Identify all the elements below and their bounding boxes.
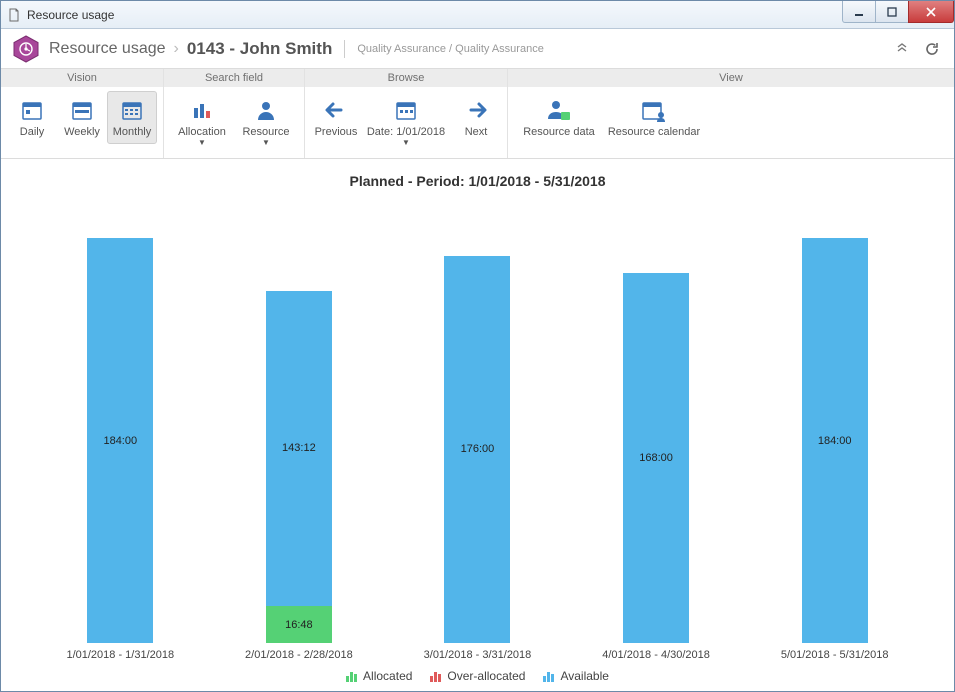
legend-over-allocated-icon xyxy=(430,670,442,682)
legend-allocated: Allocated xyxy=(346,669,412,683)
group-view: View Resource data Resource calendar xyxy=(508,69,954,158)
calendar-icon xyxy=(364,96,448,124)
breadcrumb-divider xyxy=(344,40,345,58)
bar-segment-avail: 184:00 xyxy=(802,238,868,643)
titlebar: Resource usage xyxy=(1,1,954,29)
calendar-week-icon xyxy=(60,96,104,124)
group-title-vision: Vision xyxy=(1,69,163,87)
legend-available-icon xyxy=(543,670,555,682)
document-icon xyxy=(7,8,21,22)
person-data-icon xyxy=(517,96,601,124)
group-search-field: Search field Allocation ▼ Resource ▼ xyxy=(164,69,305,158)
x-axis-labels: 1/01/2018 - 1/31/2018 2/01/2018 - 2/28/20… xyxy=(21,643,934,661)
previous-button[interactable]: Previous xyxy=(311,91,361,152)
calendar-day-icon xyxy=(10,96,54,124)
next-button[interactable]: Next xyxy=(451,91,501,152)
bar-stack[interactable]: 184:00 xyxy=(802,238,868,643)
collapse-icon[interactable] xyxy=(890,37,914,61)
bar-segment-avail: 143:12 xyxy=(266,291,332,606)
breadcrumb-current: 0143 - John Smith xyxy=(187,39,332,59)
calendar-month-icon xyxy=(110,96,154,124)
daily-button[interactable]: Daily xyxy=(7,91,57,144)
window-title: Resource usage xyxy=(27,8,842,22)
legend-over-allocated: Over-allocated xyxy=(430,669,525,683)
bar-column: 184:00 xyxy=(40,238,201,643)
arrow-right-icon xyxy=(454,96,498,124)
window-buttons xyxy=(842,1,954,28)
monthly-button[interactable]: Monthly xyxy=(107,91,157,144)
bar-stack[interactable]: 184:00 xyxy=(87,238,153,643)
bar-segment-avail: 176:00 xyxy=(444,256,510,643)
bar-column: 168:00 xyxy=(576,273,737,643)
department-path: Quality Assurance / Quality Assurance xyxy=(357,43,543,55)
bar-chart-icon xyxy=(173,96,231,124)
chevron-down-icon: ▼ xyxy=(237,139,295,147)
bar-segment-avail: 168:00 xyxy=(623,273,689,643)
chevron-down-icon: ▼ xyxy=(364,139,448,147)
chevron-down-icon: ▼ xyxy=(173,139,231,147)
allocation-button[interactable]: Allocation ▼ xyxy=(170,91,234,152)
legend-available: Available xyxy=(543,669,608,683)
bar-stack[interactable]: 176:00 xyxy=(444,256,510,643)
group-title-browse: Browse xyxy=(305,69,507,87)
bar-column: 184:00 xyxy=(754,238,915,643)
x-axis-label: 5/01/2018 - 5/31/2018 xyxy=(754,649,915,661)
refresh-icon[interactable] xyxy=(920,37,944,61)
bar-column: 16:48143:12 xyxy=(219,291,380,643)
group-vision: Vision Daily Weekly Monthly xyxy=(1,69,164,158)
x-axis-label: 2/01/2018 - 2/28/2018 xyxy=(219,649,380,661)
maximize-button[interactable] xyxy=(875,1,909,23)
bar-segment-avail: 184:00 xyxy=(87,238,153,643)
bar-stack[interactable]: 168:00 xyxy=(623,273,689,643)
weekly-button[interactable]: Weekly xyxy=(57,91,107,144)
resource-button[interactable]: Resource ▼ xyxy=(234,91,298,152)
x-axis-label: 1/01/2018 - 1/31/2018 xyxy=(40,649,201,661)
chart-title: Planned - Period: 1/01/2018 - 5/31/2018 xyxy=(21,173,934,189)
breadcrumb-root[interactable]: Resource usage xyxy=(49,40,166,58)
chart-plot: 184:00 16:48143:12 176:00 168:00 184:00 xyxy=(21,199,934,643)
close-button[interactable] xyxy=(908,1,954,23)
ribbon: Vision Daily Weekly Monthly Search field xyxy=(1,69,954,159)
x-axis-label: 4/01/2018 - 4/30/2018 xyxy=(576,649,737,661)
resource-data-button[interactable]: Resource data xyxy=(514,91,604,144)
bar-column: 176:00 xyxy=(397,256,558,643)
resource-calendar-button[interactable]: Resource calendar xyxy=(604,91,704,144)
person-icon xyxy=(237,96,295,124)
legend-allocated-icon xyxy=(346,670,358,682)
x-axis-label: 3/01/2018 - 3/31/2018 xyxy=(397,649,558,661)
date-picker-button[interactable]: Date: 1/01/2018 ▼ xyxy=(361,91,451,152)
chart-legend: Allocated Over-allocated Available xyxy=(21,661,934,683)
app-window: Resource usage Resource usage › 0143 - J… xyxy=(0,0,955,692)
breadcrumb-separator: › xyxy=(174,40,179,58)
arrow-left-icon xyxy=(314,96,358,124)
bar-segment-alloc: 16:48 xyxy=(266,606,332,643)
bar-stack[interactable]: 16:48143:12 xyxy=(266,291,332,643)
module-hex-icon xyxy=(11,34,41,64)
chart-area: Planned - Period: 1/01/2018 - 5/31/2018 … xyxy=(1,159,954,691)
minimize-button[interactable] xyxy=(842,1,876,23)
header-row: Resource usage › 0143 - John Smith Quali… xyxy=(1,29,954,69)
group-title-search: Search field xyxy=(164,69,304,87)
group-title-view: View xyxy=(508,69,954,87)
calendar-person-icon xyxy=(607,96,701,124)
group-browse: Browse Previous Date: 1/01/2018 ▼ Next xyxy=(305,69,508,158)
